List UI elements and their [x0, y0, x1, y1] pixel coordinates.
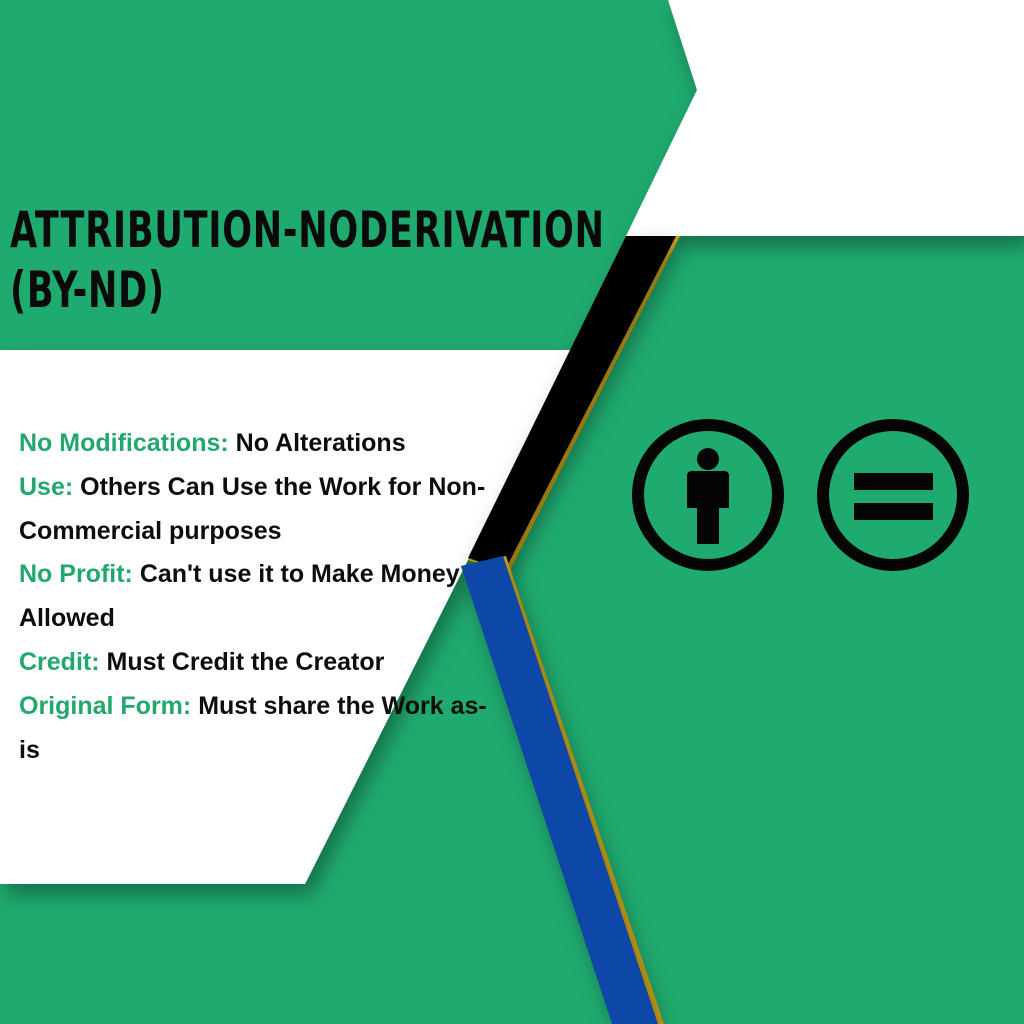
license-icons [632, 419, 969, 571]
title-line-1: ATTRIBUTION-NODERIVATION [10, 201, 605, 259]
term-no-modifications: No Modifications: No Alterations [19, 422, 489, 466]
term-key: No Modifications: [19, 429, 229, 457]
term-key: No Profit: [19, 560, 133, 589]
blue-stripe [461, 556, 658, 1024]
term-no-profit: No Profit: Can't use it to Make Money Al… [19, 553, 489, 641]
page-title: ATTRIBUTION-NODERIVATION (BY-ND) [10, 200, 605, 320]
term-text: Others Can Use the Work for Non-Commerci… [19, 472, 486, 545]
license-terms-list: No Modifications: No Alterations Use: Ot… [19, 422, 489, 772]
term-key: Credit: [19, 647, 100, 676]
term-key: Original Form: [19, 691, 192, 720]
term-original-form: Original Form: Must share the Work as-is [19, 685, 489, 773]
term-key: Use: [19, 472, 74, 501]
title-line-2: (BY-ND) [10, 261, 165, 319]
black-stripe [468, 236, 676, 570]
term-use: Use: Others Can Use the Work for Non-Com… [19, 466, 489, 554]
term-credit: Credit: Must Credit the Creator [19, 641, 489, 685]
term-text: Must share the Work as-is [19, 691, 487, 764]
term-text: Can't use it to Make Money Allowed [19, 560, 460, 633]
term-text: Must Credit the Creator [106, 647, 385, 676]
no-derivatives-equals-icon [817, 419, 969, 571]
left-white-panel [0, 350, 572, 884]
term-text: No Alterations [235, 429, 406, 457]
attribution-person-icon [632, 419, 784, 571]
top-right-white-panel [626, 0, 1024, 236]
